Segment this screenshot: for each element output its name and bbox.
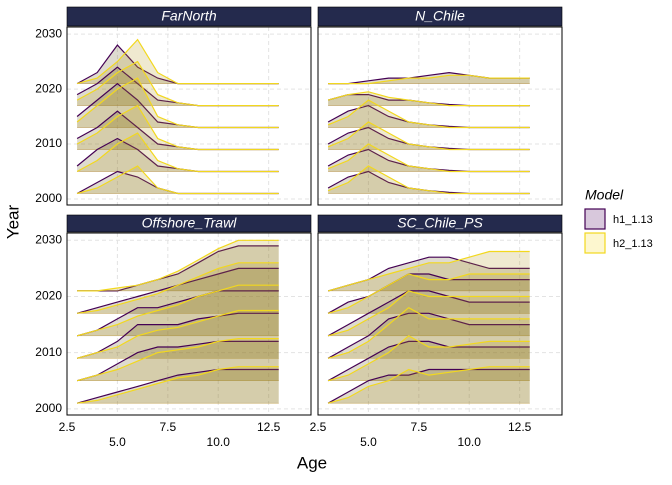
ridge-area	[77, 133, 279, 172]
y-tick-label: 2000	[35, 401, 62, 415]
ridges	[76, 239, 279, 404]
ridge-area	[77, 78, 279, 128]
ridge-area	[77, 45, 279, 84]
ridge-area	[328, 274, 530, 314]
ridge-line	[327, 306, 530, 359]
y-tick-label: 2020	[35, 289, 62, 303]
ridge-area	[328, 366, 530, 404]
ridge-line	[76, 284, 279, 337]
ridge-area	[77, 166, 279, 194]
ridge-area	[77, 67, 279, 106]
legend-key	[584, 232, 606, 254]
ridge-line	[327, 273, 530, 314]
facet-title: FarNorth	[161, 8, 216, 24]
x-tick-label: 7.5	[410, 420, 427, 434]
ridge-line	[77, 262, 279, 314]
x-tick-label: 12.5	[508, 420, 532, 434]
ridge-line	[76, 312, 279, 359]
panel-border	[66, 232, 312, 416]
x-tick-label: 12.5	[257, 420, 281, 434]
ridge-area	[328, 91, 530, 106]
ridge-area	[77, 313, 279, 359]
x-tick-label: 7.5	[159, 420, 176, 434]
ridge-line	[77, 239, 279, 292]
ridge-line	[327, 290, 530, 337]
ridge-line	[327, 335, 530, 382]
y-tick-label: 2010	[35, 136, 62, 150]
ridge-line	[76, 340, 279, 382]
ridge-area	[77, 245, 279, 291]
ridges	[327, 250, 530, 404]
ridge-line	[76, 338, 279, 382]
ridge-line	[76, 309, 279, 359]
ridge-area	[77, 262, 279, 314]
ridge-area	[77, 111, 279, 150]
ridge-line	[77, 366, 279, 404]
ridge-area	[77, 171, 279, 194]
x-tick-label: 2.5	[310, 420, 327, 434]
panel-border	[317, 232, 563, 416]
ridge-area	[77, 366, 279, 404]
y-tick-label: 2000	[35, 191, 62, 205]
ridge-line	[327, 368, 530, 404]
ridge-area	[77, 369, 279, 404]
ridge-area	[328, 100, 530, 128]
x-tick-label: 2.5	[59, 420, 76, 434]
ridge-area	[328, 166, 530, 194]
x-axis-label: Age	[297, 453, 327, 472]
facet-strip	[317, 214, 563, 233]
ridge-area	[77, 341, 279, 381]
ridge-line	[327, 340, 530, 382]
ridges	[76, 38, 279, 195]
panel-border	[66, 26, 312, 206]
ridge-line	[76, 368, 279, 404]
ridge-area	[328, 251, 530, 291]
y-tick-label: 2030	[35, 232, 62, 246]
ridge-area	[77, 83, 279, 128]
legend-label: h1_1.13	[613, 214, 653, 226]
ridges	[327, 71, 530, 195]
ridge-area	[328, 75, 530, 84]
x-tick-label: 10.0	[458, 435, 482, 449]
ridge-line	[327, 273, 530, 314]
ridge-area	[77, 39, 279, 84]
ridge-line	[327, 312, 530, 359]
y-tick-label: 2020	[35, 81, 62, 95]
y-tick-label: 2030	[35, 26, 62, 40]
facet-title: Offshore_Trawl	[142, 215, 238, 231]
ridge-area	[77, 285, 279, 336]
ridge-area	[77, 290, 279, 336]
legend-title: Model	[585, 187, 624, 203]
x-tick-label: 5.0	[360, 435, 377, 449]
ridge-area	[77, 338, 279, 381]
ridge-area	[77, 240, 279, 291]
y-axis-label: Year	[3, 204, 22, 239]
ridge-line	[327, 366, 530, 404]
legend-label: h2_1.13	[613, 238, 653, 250]
ridge-area	[328, 274, 530, 314]
panel-border	[317, 26, 563, 206]
ridge-line	[327, 290, 530, 337]
legend-key	[584, 208, 606, 230]
facet-title: N_Chile	[415, 8, 465, 24]
facet-strip	[66, 6, 312, 27]
ridge-line	[327, 250, 530, 292]
ridge-area	[328, 307, 530, 359]
ridge-area	[77, 61, 279, 106]
ridge-line	[76, 290, 279, 337]
ridge-area	[77, 310, 279, 359]
facet-title: SC_Chile_PS	[397, 215, 483, 231]
y-tick-label: 2010	[35, 345, 62, 359]
x-tick-label: 10.0	[207, 435, 231, 449]
x-tick-label: 5.0	[109, 435, 126, 449]
ridge-area	[328, 122, 530, 150]
ridge-area	[328, 144, 530, 172]
facet-strip	[317, 6, 563, 27]
facet-strip	[66, 214, 312, 233]
ridge-area	[77, 138, 279, 172]
ridge-area	[328, 341, 530, 381]
